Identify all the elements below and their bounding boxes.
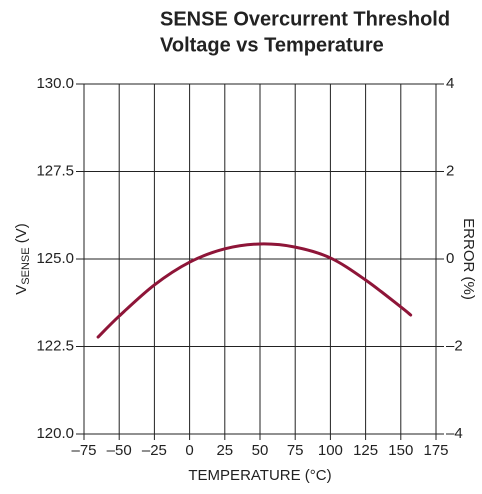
y-label-main: V: [13, 285, 30, 295]
y-tick-label: 130.0: [36, 75, 74, 92]
x-tick-label: 175: [423, 442, 448, 459]
x-tick-label: 25: [216, 442, 233, 459]
chart-title: SENSE Overcurrent Threshold: [160, 8, 450, 30]
y2-tick-label: –2: [446, 337, 463, 354]
y2-tick-label: 4: [446, 75, 454, 92]
y-tick-label: 120.0: [36, 425, 74, 442]
x-tick-label: 125: [353, 442, 378, 459]
y-tick-label: 127.5: [36, 162, 74, 179]
x-tick-label: 150: [388, 442, 413, 459]
x-tick-label: –25: [142, 442, 167, 459]
x-tick-label: –75: [71, 442, 96, 459]
data-line: [96, 242, 413, 339]
y2-tick-label: 0: [446, 250, 454, 267]
y-tick-label: 125.0: [36, 250, 74, 267]
y2-axis-label: ERROR (%): [460, 218, 477, 300]
x-axis-label: TEMPERATURE (°C): [188, 467, 331, 484]
y-label-sub: SENSE: [20, 247, 32, 284]
x-tick-label: 50: [252, 442, 269, 459]
x-tick-label: 75: [287, 442, 304, 459]
y-tick-label: 122.5: [36, 337, 74, 354]
x-tick-label: –50: [107, 442, 132, 459]
y-axis-label: VSENSE (V): [13, 223, 32, 294]
y-label-unit: (V): [13, 223, 30, 247]
x-tick-label: 0: [185, 442, 193, 459]
y2-tick-label: –4: [446, 425, 463, 442]
chart-title: Voltage vs Temperature: [160, 34, 384, 56]
y2-tick-label: 2: [446, 162, 454, 179]
x-tick-label: 100: [318, 442, 343, 459]
